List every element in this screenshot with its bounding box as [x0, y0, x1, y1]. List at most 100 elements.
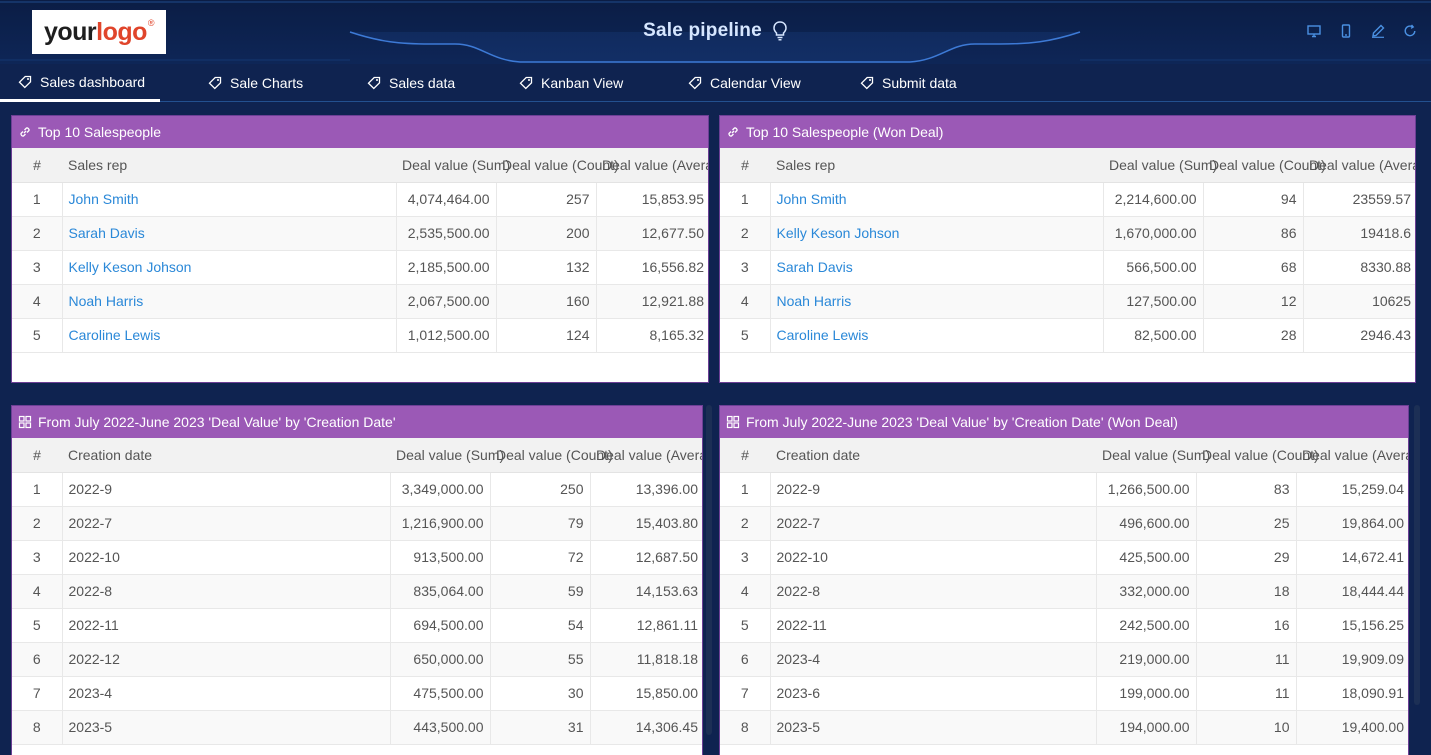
- column-header[interactable]: Deal value (Sum): [390, 438, 504, 473]
- deal-count: 28: [1202, 318, 1303, 353]
- deal-average: 10625: [1302, 284, 1415, 319]
- deal-sum: 425,500.00: [1095, 540, 1196, 575]
- deal-sum: 694,500.00: [389, 608, 490, 643]
- deal-average: 15,403.80: [589, 506, 702, 541]
- creation-date: 2022-10: [61, 540, 390, 575]
- deal-average: 19,400.00: [1295, 710, 1408, 745]
- sales-rep-link[interactable]: Caroline Lewis: [769, 318, 1103, 353]
- table-row[interactable]: 2 2022-7 1,216,900.00 79 15,403.80: [12, 506, 702, 541]
- table-row[interactable]: 8 2023-5 443,500.00 31 14,306.45: [12, 710, 702, 745]
- creation-date: 2023-4: [769, 642, 1096, 677]
- edit-icon[interactable]: [1371, 24, 1385, 38]
- table-row[interactable]: 1 2022-9 3,349,000.00 250 13,396.00: [12, 472, 702, 507]
- column-header[interactable]: Deal value (Count): [490, 438, 613, 473]
- sales-rep-link[interactable]: Caroline Lewis: [61, 318, 396, 353]
- row-index: 1: [12, 472, 62, 507]
- page-title: Sale pipeline: [643, 20, 762, 41]
- deal-count: 94: [1202, 182, 1303, 217]
- table-row[interactable]: 5 Caroline Lewis 82,500.00 28 2946.43: [720, 318, 1415, 353]
- creation-date: 2022-9: [61, 472, 390, 507]
- creation-date: 2023-5: [61, 710, 390, 745]
- column-header[interactable]: Creation date: [770, 438, 1096, 473]
- deal-average: 11,818.18: [589, 642, 702, 677]
- column-header[interactable]: Deal value (Sum): [396, 148, 510, 183]
- table-row[interactable]: 8 2023-5 194,000.00 10 19,400.00: [720, 710, 1408, 745]
- column-header[interactable]: #: [720, 148, 770, 183]
- deal-count: 16: [1195, 608, 1296, 643]
- table-row[interactable]: 2 Kelly Keson Johson 1,670,000.00 86 19418.6: [720, 216, 1415, 251]
- sales-rep-link[interactable]: John Smith: [769, 182, 1103, 217]
- table-row[interactable]: 3 2022-10 425,500.00 29 14,672.41: [720, 540, 1408, 575]
- tab-calendar-view[interactable]: Calendar View: [639, 64, 815, 102]
- deal-count: 31: [489, 710, 590, 745]
- deal-sum: 2,185,500.00: [395, 250, 496, 285]
- deal-average: 15,259.04: [1295, 472, 1408, 507]
- table-row[interactable]: 2 Sarah Davis 2,535,500.00 200 12,677.50: [12, 216, 708, 251]
- column-header[interactable]: Deal value (Count): [496, 148, 619, 183]
- refresh-icon[interactable]: [1403, 24, 1417, 38]
- column-header[interactable]: Deal value (Sum): [1103, 148, 1217, 183]
- table-row[interactable]: 3 Kelly Keson Johson 2,185,500.00 132 16,556…: [12, 250, 708, 285]
- tab-sale-charts[interactable]: Sale Charts: [160, 64, 319, 102]
- sales-rep-link[interactable]: Sarah Davis: [61, 216, 396, 251]
- table-row[interactable]: 1 2022-9 1,266,500.00 83 15,259.04: [720, 472, 1408, 507]
- grid-icon: [726, 415, 740, 429]
- column-header[interactable]: #: [720, 438, 770, 473]
- deal-average: 12,921.88: [595, 284, 708, 319]
- column-header[interactable]: #: [12, 148, 62, 183]
- column-header[interactable]: Sales rep: [770, 148, 1103, 183]
- row-index: 4: [720, 284, 770, 319]
- tab-kanban-view[interactable]: Kanban View: [469, 64, 639, 102]
- sales-rep-link[interactable]: Noah Harris: [61, 284, 396, 319]
- sales-rep-link[interactable]: John Smith: [61, 182, 396, 217]
- table-row[interactable]: 4 2022-8 835,064.00 59 14,153.63: [12, 574, 702, 609]
- deal-sum: 1,012,500.00: [395, 318, 496, 353]
- deal-count: 250: [489, 472, 590, 507]
- sales-rep-link[interactable]: Kelly Keson Johson: [61, 250, 396, 285]
- mobile-icon[interactable]: [1339, 24, 1353, 38]
- table-row[interactable]: 3 2022-10 913,500.00 72 12,687.50: [12, 540, 702, 575]
- panel-scrollbar[interactable]: [1414, 405, 1420, 705]
- table-row[interactable]: 7 2023-6 199,000.00 11 18,090.91: [720, 676, 1408, 711]
- table-row[interactable]: 1 John Smith 2,214,600.00 94 23559.57: [720, 182, 1415, 217]
- tab-sales-dashboard[interactable]: Sales dashboard: [0, 64, 160, 102]
- deal-count: 55: [489, 642, 590, 677]
- column-header[interactable]: Deal value (Average): [1296, 438, 1408, 473]
- panel-deal-value-by-date: From July 2022-June 2023 'Deal Value' by…: [11, 405, 703, 755]
- desktop-icon[interactable]: [1307, 24, 1321, 38]
- table-row[interactable]: 4 2022-8 332,000.00 18 18,444.44: [720, 574, 1408, 609]
- panel-scrollbar[interactable]: [706, 405, 712, 735]
- tab-submit-data[interactable]: Submit data: [815, 64, 965, 102]
- column-header[interactable]: Creation date: [62, 438, 390, 473]
- lightbulb-icon[interactable]: [772, 21, 788, 41]
- deal-count: 12: [1202, 284, 1303, 319]
- table-row[interactable]: 5 2022-11 242,500.00 16 15,156.25: [720, 608, 1408, 643]
- table-row[interactable]: 6 2022-12 650,000.00 55 11,818.18: [12, 642, 702, 677]
- company-logo[interactable]: yourlogo®: [32, 10, 166, 54]
- deal-average: 2946.43: [1302, 318, 1415, 353]
- deal-sum: 219,000.00: [1095, 642, 1196, 677]
- column-header[interactable]: Sales rep: [62, 148, 396, 183]
- table-row[interactable]: 4 Noah Harris 127,500.00 12 10625: [720, 284, 1415, 319]
- table-row[interactable]: 7 2023-4 475,500.00 30 15,850.00: [12, 676, 702, 711]
- table-row[interactable]: 3 Sarah Davis 566,500.00 68 8330.88: [720, 250, 1415, 285]
- column-header[interactable]: Deal value (Count): [1203, 148, 1326, 183]
- tab-bar: Sales dashboard Sale Charts Sales data K…: [0, 64, 1431, 102]
- column-header[interactable]: Deal value (Count): [1196, 438, 1319, 473]
- table-row[interactable]: 4 Noah Harris 2,067,500.00 160 12,921.88: [12, 284, 708, 319]
- column-header[interactable]: Deal value (Average): [596, 148, 708, 183]
- column-header[interactable]: #: [12, 438, 62, 473]
- table-row[interactable]: 1 John Smith 4,074,464.00 257 15,853.95: [12, 182, 708, 217]
- column-header[interactable]: Deal value (Sum): [1096, 438, 1210, 473]
- column-header[interactable]: Deal value (Average): [590, 438, 702, 473]
- tab-sales-data[interactable]: Sales data: [319, 64, 469, 102]
- table-row[interactable]: 2 2022-7 496,600.00 25 19,864.00: [720, 506, 1408, 541]
- table-row[interactable]: 5 2022-11 694,500.00 54 12,861.11: [12, 608, 702, 643]
- deal-count: 86: [1202, 216, 1303, 251]
- sales-rep-link[interactable]: Noah Harris: [769, 284, 1103, 319]
- table-row[interactable]: 5 Caroline Lewis 1,012,500.00 124 8,165.32: [12, 318, 708, 353]
- table-row[interactable]: 6 2023-4 219,000.00 11 19,909.09: [720, 642, 1408, 677]
- sales-rep-link[interactable]: Sarah Davis: [769, 250, 1103, 285]
- sales-rep-link[interactable]: Kelly Keson Johson: [769, 216, 1103, 251]
- column-header[interactable]: Deal value (Average): [1303, 148, 1415, 183]
